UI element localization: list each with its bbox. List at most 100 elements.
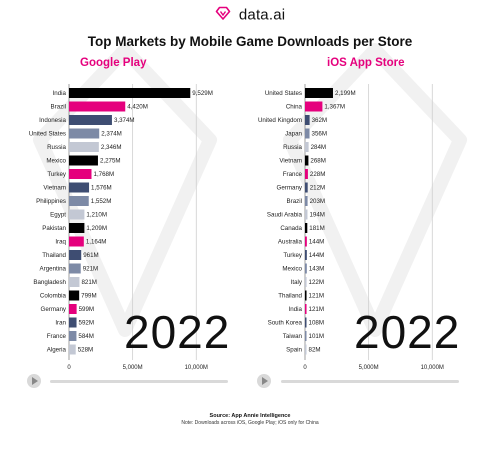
x-tick-label: 5,000M (359, 365, 379, 371)
bar (69, 142, 99, 152)
bar (69, 290, 80, 301)
value-label: 228M (310, 171, 325, 178)
value-label: 1,367M (324, 104, 345, 111)
category-label: Thailand (278, 293, 302, 300)
value-label: 9,529M (192, 90, 213, 97)
value-label: 821M (81, 279, 96, 286)
category-label: Spain (286, 347, 302, 354)
bar (305, 128, 310, 139)
bar (305, 209, 308, 220)
category-label: Vietnam (279, 158, 302, 165)
bar (69, 196, 89, 206)
timeline-slider-right[interactable] (281, 380, 459, 383)
category-label: Pakistan (42, 225, 66, 232)
category-label: Iraq (55, 239, 66, 246)
bar (305, 263, 307, 274)
bar (305, 101, 323, 112)
category-label: Mexico (46, 158, 66, 165)
category-label: Colombia (40, 293, 67, 300)
category-label: Turkey (47, 171, 67, 178)
year-label-right: 2022 (354, 306, 461, 358)
footnote: Note: Downloads across iOS, Google Play;… (181, 420, 319, 426)
bar (305, 250, 307, 260)
bar (305, 344, 307, 355)
x-tick-label: 0 (67, 365, 71, 371)
year-label-left: 2022 (124, 306, 231, 358)
brand-header: data.ai (0, 6, 500, 24)
bar (305, 196, 308, 206)
category-label: France (283, 171, 303, 178)
category-label: Iran (55, 320, 66, 327)
category-label: Italy (291, 279, 303, 286)
value-label: 1,164M (86, 239, 107, 246)
category-label: Egypt (50, 212, 66, 219)
category-label: China (286, 104, 303, 111)
value-label: 203M (310, 198, 325, 205)
bar (305, 142, 309, 152)
category-label: Brazil (287, 198, 302, 205)
bar (69, 277, 80, 287)
ios-app-store-chart: 0 5,000M 10,000M United States 2,199M China 1,… (258, 84, 444, 371)
category-label: Russia (47, 144, 66, 151)
category-label: Turkey (283, 252, 303, 259)
bar (305, 277, 307, 287)
bar (69, 331, 77, 341)
value-label: 2,346M (101, 144, 122, 151)
bar (69, 250, 82, 260)
value-label: 528M (78, 347, 93, 354)
bar (69, 88, 191, 98)
category-label: Russia (283, 144, 302, 151)
category-label: Philippines (36, 198, 66, 205)
play-button-left[interactable] (27, 374, 41, 388)
category-label: India (289, 306, 303, 313)
value-label: 144M (309, 252, 324, 259)
play-button-right[interactable] (257, 374, 271, 388)
bar (305, 182, 308, 193)
x-tick-label: 10,000M (185, 365, 208, 371)
category-label: United States (29, 131, 66, 138)
value-label: 284M (311, 144, 326, 151)
category-label: Australia (278, 239, 303, 246)
category-label: Taiwan (283, 333, 303, 340)
category-label: United Kingdom (258, 117, 302, 124)
value-label: 3,374M (114, 117, 135, 124)
category-label: Thailand (42, 252, 66, 259)
value-label: 356M (312, 131, 327, 138)
value-label: 362M (312, 117, 327, 124)
bar (305, 115, 310, 125)
value-label: 1,210M (86, 212, 107, 219)
bar (69, 169, 92, 179)
bar (305, 331, 307, 341)
value-label: 961M (83, 252, 98, 259)
value-label: 194M (309, 212, 324, 219)
bar (69, 344, 76, 355)
value-label: 144M (309, 239, 324, 246)
brand-name: data.ai (238, 6, 286, 24)
bar (305, 304, 307, 314)
value-label: 592M (79, 320, 94, 327)
source-note: Source: App Annie Intelligence (209, 413, 291, 419)
bar (69, 155, 98, 166)
data-ai-logo-icon (215, 6, 231, 24)
timeline-slider-left[interactable] (50, 380, 228, 383)
bar (69, 128, 100, 139)
category-label: Japan (285, 131, 302, 138)
bar (69, 236, 84, 247)
bar (305, 317, 307, 328)
value-label: 2,199M (335, 90, 356, 97)
play-icon (32, 377, 38, 385)
category-label: Vietnam (43, 185, 66, 192)
bar (305, 169, 308, 179)
value-label: 2,275M (100, 158, 121, 165)
value-label: 101M (309, 333, 324, 340)
bar (69, 317, 77, 328)
bar (305, 88, 333, 98)
category-label: Argentina (40, 266, 67, 273)
value-label: 1,552M (91, 198, 112, 205)
value-label: 4,420M (127, 104, 148, 111)
category-label: Saudi Arabia (267, 212, 303, 219)
value-label: 599M (79, 306, 94, 313)
category-label: India (53, 90, 67, 97)
bar (69, 101, 126, 112)
